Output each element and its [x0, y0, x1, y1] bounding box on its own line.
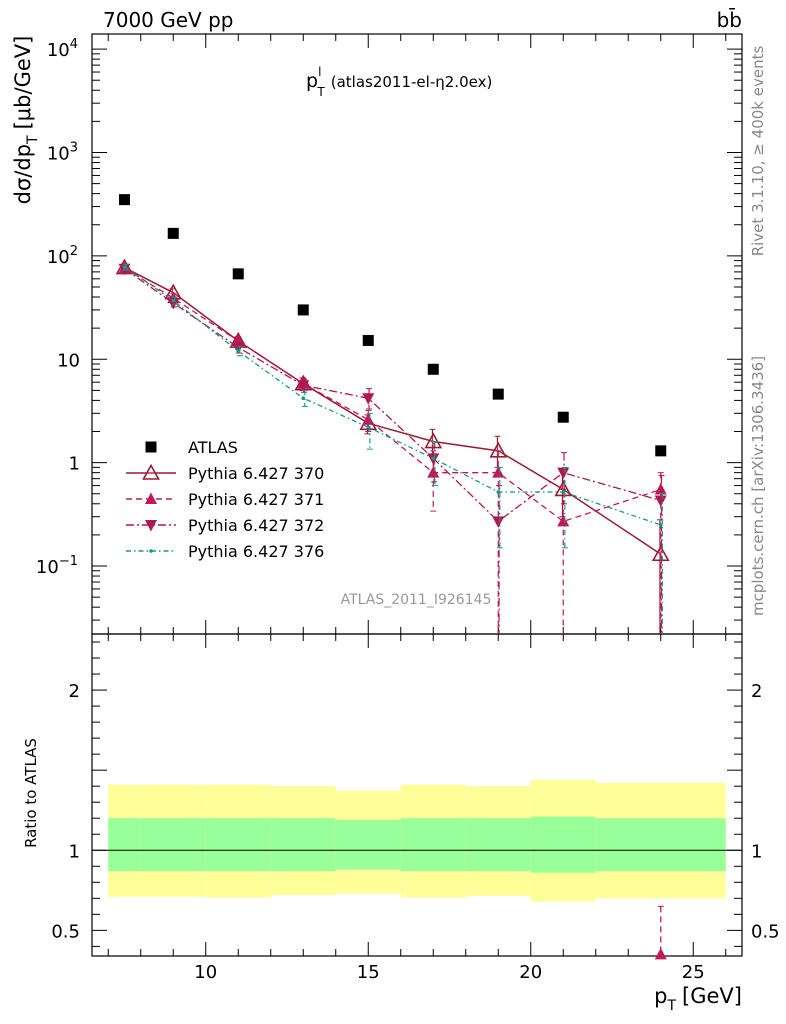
y-tick-label: 10−1	[36, 554, 78, 578]
legend-marker	[145, 492, 157, 504]
data-point	[171, 298, 176, 303]
ratio-y-tick-label-right: 2	[751, 681, 762, 702]
data-point	[232, 268, 244, 280]
ratio-y-tick-label-right: 1	[751, 841, 762, 862]
legend-label: ATLAS	[188, 438, 238, 457]
data-point	[362, 413, 375, 425]
ratio-y-tick-label-right: 0.5	[751, 921, 780, 942]
ratio-y-tick-label: 2	[69, 681, 80, 702]
y-tick-label: 1	[69, 454, 80, 475]
ratio-band-inner	[530, 816, 596, 873]
data-point	[362, 334, 374, 346]
data-point	[427, 466, 440, 478]
ratio-band-inner	[465, 818, 531, 872]
legend-marker	[142, 463, 160, 480]
data-point	[232, 342, 245, 354]
series-line	[124, 266, 662, 526]
data-point	[654, 482, 667, 495]
data-point	[492, 388, 504, 400]
y-tick-label: 10	[57, 350, 80, 371]
ratio-y-axis-label: Ratio to ATLAS	[22, 738, 40, 848]
legend-label: Pythia 6.427 371	[188, 490, 324, 509]
x-axis-label: pT [GeV]	[654, 984, 742, 1014]
data-point	[236, 349, 241, 353]
ratio-band-inner	[140, 818, 206, 872]
ratio-band-inner	[335, 819, 401, 870]
data-point	[658, 523, 663, 527]
y-tick-label: 104	[47, 37, 78, 61]
data-point	[557, 514, 570, 527]
rivet-version-label: Rivet 3.1.10, ≥ 400k events	[749, 46, 767, 257]
series-line	[124, 268, 661, 523]
legend-marker	[149, 549, 153, 553]
data-point	[119, 194, 130, 206]
ratio-band-inner	[205, 818, 271, 872]
data-point	[431, 456, 436, 461]
data-point	[492, 466, 505, 478]
data-point	[366, 425, 371, 430]
data-point	[424, 432, 443, 449]
main-y-axis-label: dσ/dpT[μb/GeV]	[11, 36, 41, 205]
series-atlas	[119, 194, 667, 457]
ratio-band-inner	[400, 818, 466, 872]
legend-marker	[145, 441, 157, 453]
y-tick-label: 102	[47, 244, 78, 268]
data-point	[557, 411, 569, 423]
legend: ATLAS Pythia 6.427 370 Pythia 6.427 371 Pyt…	[126, 438, 324, 561]
ratio-y-tick-label: 1	[69, 841, 80, 862]
x-tick-label: 20	[519, 962, 542, 983]
y-tick-label: 103	[47, 140, 78, 164]
series-pythia-6-427-376	[122, 263, 666, 634]
data-point	[122, 265, 127, 269]
data-point	[297, 380, 310, 392]
legend-label: Pythia 6.427 370	[188, 464, 324, 483]
data-point	[427, 363, 439, 375]
plot-title: pl T(atlas2011-el-η2.0ex)	[306, 65, 492, 99]
data-point	[492, 516, 505, 528]
data-point	[362, 393, 375, 405]
series-line	[124, 266, 662, 555]
legend-label: Pythia 6.427 372	[188, 516, 324, 535]
data-point	[655, 445, 667, 457]
ratio-y-tick-label: 0.5	[51, 921, 80, 942]
series-line	[124, 267, 662, 523]
mcplots-source-label: mcplots.cern.ch [arXiv:1306.3436]	[749, 356, 767, 616]
data-point	[167, 227, 179, 239]
legend-marker	[145, 520, 157, 532]
ratio-bands	[92, 779, 742, 902]
ratio-plot-frame	[91, 633, 743, 957]
x-tick-label: 25	[682, 962, 705, 983]
legend-label: Pythia 6.427 376	[188, 542, 324, 561]
text-layer: 7000 GeV pp bb̄ pl T(atlas2011-el-η2.0ex) AT…	[11, 7, 767, 1014]
data-point	[301, 396, 306, 401]
ratio-band-inner	[108, 818, 141, 872]
data-point	[297, 304, 309, 316]
ratio-data-point	[654, 947, 667, 960]
axis-ticks: 10 15 20 25 10−1 1 10 102 103 104 0.5 0.5 1 1 2 2	[36, 34, 780, 983]
data-point	[167, 298, 180, 310]
data-point	[654, 495, 667, 508]
ratio-band-inner	[595, 818, 726, 872]
data-point	[557, 467, 570, 480]
x-tick-label: 10	[194, 962, 217, 983]
data-point	[561, 490, 566, 494]
energy-label: 7000 GeV pp	[103, 8, 234, 32]
plot-frames	[91, 33, 743, 957]
analysis-watermark: ATLAS_2011_I926145	[341, 592, 492, 608]
ratio-band-inner	[270, 818, 336, 872]
process-label: bb̄	[717, 7, 742, 32]
x-tick-label: 15	[357, 962, 380, 983]
series-layer	[115, 194, 670, 960]
data-point	[496, 490, 501, 494]
